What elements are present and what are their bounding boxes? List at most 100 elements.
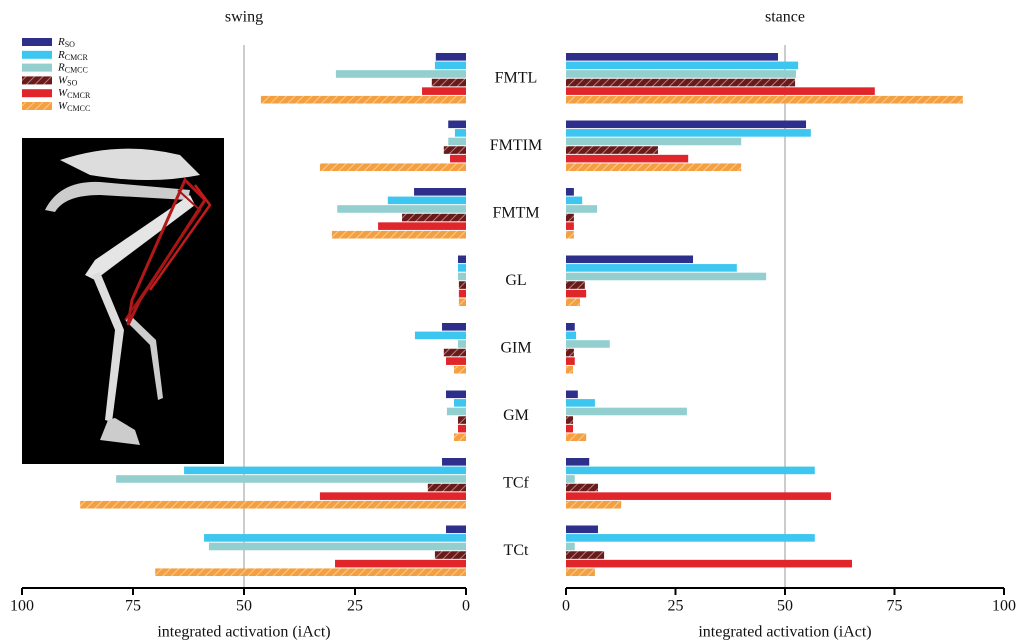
bar — [458, 272, 466, 281]
bar — [454, 433, 466, 442]
bar — [566, 230, 574, 239]
x-tick-label: 100 — [992, 598, 1016, 615]
bar — [184, 466, 466, 475]
bar — [566, 568, 595, 577]
bar — [566, 323, 575, 331]
bar — [566, 542, 575, 551]
bar — [566, 272, 767, 281]
bar — [378, 222, 466, 230]
legend-subscript: CMCC — [67, 104, 90, 113]
bar — [458, 298, 466, 307]
bar — [319, 492, 466, 500]
bar — [458, 424, 466, 433]
bar — [442, 458, 466, 466]
bar — [402, 213, 466, 222]
x-tick-label: 0 — [462, 598, 470, 615]
bar — [331, 230, 466, 239]
bar — [566, 188, 574, 196]
bar — [435, 53, 466, 61]
bar — [422, 87, 466, 95]
bar — [566, 78, 796, 87]
bar — [260, 95, 466, 104]
bar — [442, 323, 466, 331]
bar — [566, 196, 583, 205]
category-label: TCf — [503, 474, 529, 491]
bar — [566, 407, 687, 416]
x-tick-label: 100 — [10, 598, 34, 615]
panel-title: swing — [225, 9, 263, 26]
bar — [446, 407, 466, 416]
x-axis-label: integrated activation (iAct) — [698, 624, 871, 641]
bar — [454, 365, 466, 374]
category-label: GL — [505, 272, 526, 289]
bar — [448, 137, 466, 146]
bar — [566, 87, 875, 95]
bar — [566, 95, 963, 104]
skeleton-inset — [22, 138, 224, 464]
legend-swatch — [22, 63, 52, 72]
bar — [566, 433, 587, 442]
bar — [431, 78, 466, 87]
bar — [566, 298, 581, 307]
bar — [566, 483, 598, 492]
x-axis-label: integrated activation (iAct) — [157, 624, 330, 641]
bar — [414, 188, 466, 196]
legend-name: W — [58, 74, 68, 86]
legend-name: W — [58, 87, 68, 99]
bar — [566, 146, 658, 154]
x-tick-label: 50 — [236, 598, 252, 615]
category-label: FMTL — [495, 69, 538, 86]
legend-name: R — [57, 61, 65, 73]
bar — [155, 568, 466, 577]
legend-label: WCMCR — [58, 87, 91, 100]
legend-swatch — [22, 102, 52, 110]
bar — [566, 424, 574, 433]
bar — [566, 163, 742, 172]
bar — [448, 120, 466, 129]
bar — [446, 357, 466, 365]
bar — [566, 53, 778, 61]
x-tick-label: 25 — [347, 598, 363, 615]
bar — [446, 525, 466, 534]
bar — [454, 129, 466, 137]
bar — [566, 255, 694, 264]
bar — [80, 500, 466, 509]
bar — [566, 340, 610, 348]
legend-subscript: CMCR — [67, 91, 91, 100]
bar — [454, 399, 466, 407]
bar — [450, 154, 466, 163]
bar — [566, 61, 799, 70]
bar — [387, 196, 466, 205]
x-tick-label: 75 — [125, 598, 141, 615]
bar — [204, 534, 467, 542]
bar — [434, 61, 466, 70]
bar — [566, 70, 796, 78]
legend-label: RCMCR — [57, 48, 89, 61]
bar — [566, 154, 689, 163]
legend-label: WSO — [58, 74, 78, 87]
bar — [566, 525, 598, 534]
bar — [566, 205, 598, 213]
bar — [446, 390, 466, 399]
legend-subscript: CMCR — [65, 53, 89, 62]
bar — [208, 542, 466, 551]
bar — [566, 534, 815, 542]
legend-name: W — [58, 100, 68, 112]
bar — [566, 390, 578, 399]
bar — [566, 399, 595, 407]
bar — [434, 551, 466, 559]
bar — [566, 500, 622, 509]
bar — [443, 146, 466, 154]
bar — [566, 213, 574, 222]
bar — [335, 70, 466, 78]
x-tick-label: 75 — [887, 598, 903, 615]
legend-name: R — [57, 36, 65, 48]
bar — [566, 137, 742, 146]
x-tick-label: 25 — [668, 598, 684, 615]
bar — [566, 264, 737, 272]
x-tick-label: 0 — [562, 598, 570, 615]
bar — [337, 205, 466, 213]
bar — [458, 416, 466, 424]
legend-swatch — [22, 76, 52, 85]
